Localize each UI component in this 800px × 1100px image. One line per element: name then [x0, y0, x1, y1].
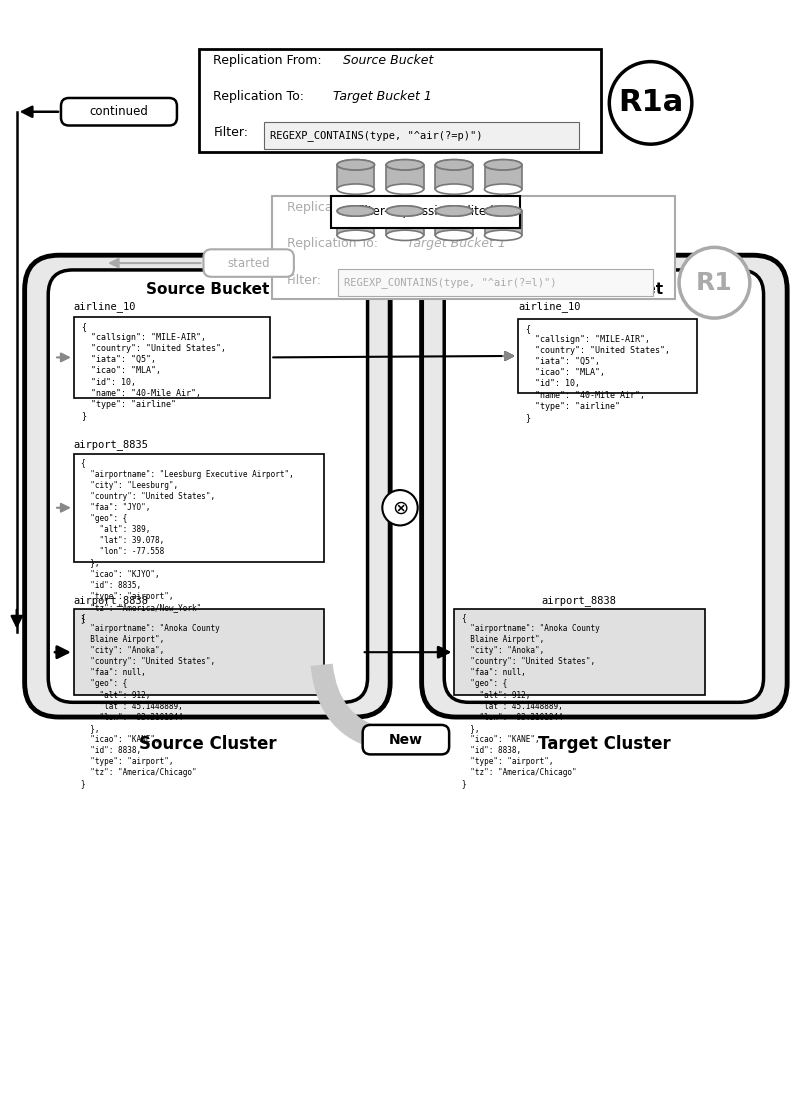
Text: New: New [389, 733, 423, 747]
Ellipse shape [337, 160, 374, 170]
Bar [454, 609, 705, 695]
Text: ⊗: ⊗ [392, 498, 408, 517]
Text: filter-expression edited: filter-expression edited [358, 206, 494, 219]
Text: Replication From:: Replication From: [287, 201, 400, 213]
Ellipse shape [386, 206, 423, 216]
Text: Target Cluster: Target Cluster [538, 735, 670, 752]
Ellipse shape [337, 230, 374, 241]
Text: Filter:: Filter: [214, 126, 248, 140]
Circle shape [610, 62, 692, 144]
Text: Filter:: Filter: [287, 274, 322, 287]
FancyBboxPatch shape [203, 250, 294, 277]
Ellipse shape [386, 206, 423, 216]
Text: R1a: R1a [618, 88, 683, 118]
Ellipse shape [386, 160, 423, 170]
Ellipse shape [337, 160, 374, 170]
Text: REGEXP_CONTAINS(type, "^air(?=l)"): REGEXP_CONTAINS(type, "^air(?=l)") [344, 277, 557, 288]
Bar [337, 165, 374, 189]
Text: airline_10: airline_10 [518, 301, 581, 312]
Text: Target Bucket 1: Target Bucket 1 [407, 238, 506, 251]
Bar [435, 165, 473, 189]
Text: Target Bucket: Target Bucket [544, 282, 663, 297]
FancyBboxPatch shape [61, 98, 177, 125]
Ellipse shape [435, 160, 473, 170]
Text: R1: R1 [696, 271, 733, 295]
Ellipse shape [435, 230, 473, 241]
Ellipse shape [337, 184, 374, 195]
FancyBboxPatch shape [444, 270, 763, 702]
Text: {
  "airportname": "Leesburg Executive Airport",
  "city": "Leesburg",
  "countr: { "airportname": "Leesburg Executive Air… [81, 459, 294, 623]
Ellipse shape [485, 206, 522, 216]
Text: Replication To:: Replication To: [214, 90, 308, 103]
Ellipse shape [337, 206, 374, 216]
Ellipse shape [386, 160, 423, 170]
Bar [331, 196, 520, 228]
FancyBboxPatch shape [48, 270, 367, 702]
Bar [198, 48, 602, 152]
FancyArrowPatch shape [310, 663, 403, 755]
Ellipse shape [435, 206, 473, 216]
Ellipse shape [435, 184, 473, 195]
Ellipse shape [485, 184, 522, 195]
Bar [338, 270, 653, 297]
Text: started: started [227, 256, 270, 270]
Text: Replication From:: Replication From: [214, 54, 326, 66]
Text: Target Bucket 1: Target Bucket 1 [333, 90, 432, 103]
Text: REGEXP_CONTAINS(type, "^air(?=p)"): REGEXP_CONTAINS(type, "^air(?=p)") [270, 130, 482, 141]
Text: Source Bucket: Source Bucket [417, 201, 507, 213]
Text: Source Bucket: Source Bucket [343, 54, 434, 66]
Bar [74, 453, 324, 562]
Text: {
  "airportname": "Anoka County
  Blaine Airport",
  "city": "Anoka",
  "countr: { "airportname": "Anoka County Blaine Ai… [461, 613, 600, 789]
FancyBboxPatch shape [422, 255, 787, 717]
FancyBboxPatch shape [25, 255, 390, 717]
Bar [435, 211, 473, 235]
Ellipse shape [485, 160, 522, 170]
Text: airport_8838: airport_8838 [74, 595, 149, 606]
Text: Source Cluster: Source Cluster [138, 735, 276, 752]
Ellipse shape [435, 206, 473, 216]
Circle shape [382, 491, 418, 526]
Ellipse shape [386, 230, 423, 241]
Bar [386, 211, 423, 235]
Circle shape [679, 248, 750, 318]
Text: {
  "airportname": "Anoka County
  Blaine Airport",
  "city": "Anoka",
  "countr: { "airportname": "Anoka County Blaine Ai… [81, 613, 219, 789]
Ellipse shape [435, 160, 473, 170]
Text: continued: continued [90, 106, 149, 118]
Bar [386, 165, 423, 189]
Text: airline_10: airline_10 [74, 301, 136, 312]
Text: {
  "callsign": "MILE-AIR",
  "country": "United States",
  "iata": "Q5",
  "ica: { "callsign": "MILE-AIR", "country": "Un… [81, 322, 226, 420]
Text: airport_8838: airport_8838 [542, 595, 617, 606]
Ellipse shape [386, 184, 423, 195]
FancyBboxPatch shape [362, 725, 449, 755]
Bar [74, 317, 270, 398]
Bar [485, 211, 522, 235]
Text: Replication To:: Replication To: [287, 238, 382, 251]
Text: {
  "callsign": "MILE-AIR",
  "country": "United States",
  "iata": "Q5",
  "ica: { "callsign": "MILE-AIR", "country": "Un… [525, 324, 670, 421]
Bar [264, 122, 579, 150]
Text: Source Bucket: Source Bucket [146, 282, 270, 297]
Ellipse shape [337, 206, 374, 216]
Ellipse shape [485, 230, 522, 241]
Ellipse shape [485, 160, 522, 170]
Bar [337, 211, 374, 235]
Text: airport_8835: airport_8835 [74, 439, 149, 450]
Bar [272, 196, 675, 299]
Bar [74, 609, 324, 695]
Ellipse shape [485, 206, 522, 216]
Bar [485, 165, 522, 189]
Bar [518, 319, 697, 393]
